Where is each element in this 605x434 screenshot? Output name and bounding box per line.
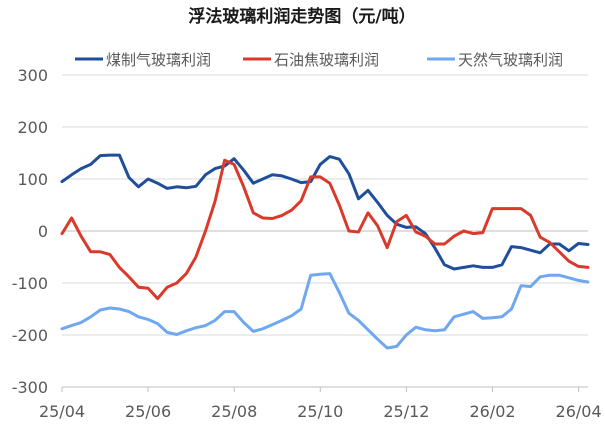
legend-label: 煤制气玻璃利润 [106, 51, 211, 69]
x-tick-label: 25/10 [297, 402, 343, 421]
y-tick-label: -100 [12, 274, 48, 293]
y-tick-label: -300 [12, 378, 48, 397]
series-line-3 [60, 272, 590, 350]
x-tick-label: 25/12 [383, 402, 429, 421]
chart-title: 浮法玻璃利润走势图（元/吨） [188, 6, 415, 27]
series-lines [60, 153, 590, 350]
series-line-1 [60, 153, 590, 271]
legend-label: 石油焦玻璃利润 [274, 51, 379, 69]
y-tick-label: 0 [38, 222, 48, 241]
x-tick-label: 25/06 [125, 402, 171, 421]
x-tick-label: 25/08 [211, 402, 257, 421]
series-line-2 [60, 158, 590, 301]
y-tick-label: 100 [17, 170, 48, 189]
grid [62, 74, 588, 388]
x-axis: 25/04 25/06 25/08 25/10 25/12 26/02 26/04 [39, 386, 602, 421]
y-axis: 300 200 100 0 -100 -200 -300 [12, 66, 48, 397]
y-tick-label: -200 [12, 326, 48, 345]
y-tick-label: 200 [17, 118, 48, 137]
legend: 煤制气玻璃利润 石油焦玻璃利润 天然气玻璃利润 [75, 51, 563, 69]
x-tick-label: 26/02 [469, 402, 515, 421]
y-tick-label: 300 [17, 66, 48, 85]
x-tick-label: 25/04 [39, 402, 85, 421]
x-tick-label: 26/04 [556, 402, 602, 421]
legend-label: 天然气玻璃利润 [458, 51, 563, 69]
